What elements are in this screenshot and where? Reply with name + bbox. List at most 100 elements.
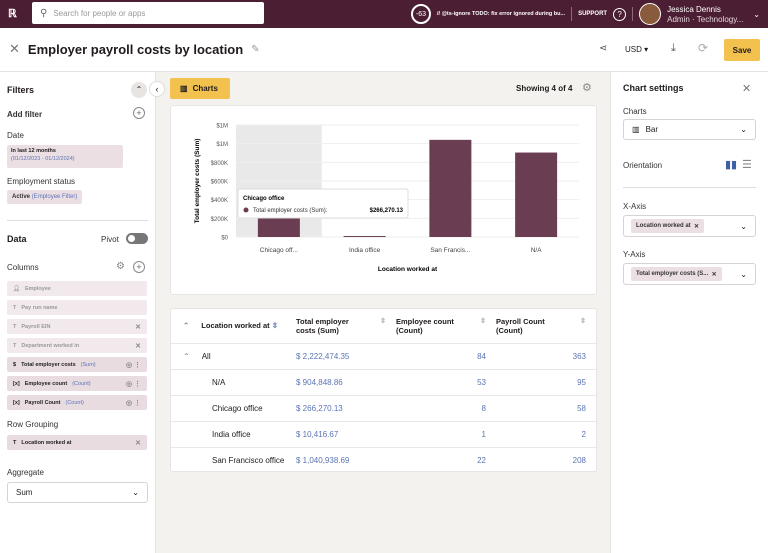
remove-icon[interactable]: ✕: [711, 271, 717, 278]
logo-icon[interactable]: ℝ: [8, 8, 17, 20]
x-tick-label: India office: [349, 247, 381, 254]
close-icon[interactable]: ✕: [742, 83, 752, 95]
payroll-count-cell[interactable]: 95: [496, 369, 596, 396]
eye-icon[interactable]: ◎ ⋮: [125, 399, 141, 407]
table-row[interactable]: N/A $ 904,848.86 53 95: [171, 369, 596, 396]
eye-icon[interactable]: ◎ ⋮: [125, 361, 141, 369]
cost-cell[interactable]: $ 904,848.86: [296, 369, 396, 396]
payroll-count-cell[interactable]: 2: [496, 421, 596, 448]
collapse-icon[interactable]: ⌃: [183, 351, 190, 361]
employee-count-cell[interactable]: 84: [396, 343, 496, 370]
sort-icon[interactable]: ⇳: [480, 317, 486, 325]
employee-count-cell[interactable]: 22: [477, 455, 486, 465]
table-row[interactable]: ⌃ All $ 2,222,474.35 84 363: [171, 343, 596, 370]
sort-icon[interactable]: ⇳: [380, 317, 386, 325]
search-input[interactable]: ⚲ Search for people or apps: [32, 2, 264, 24]
gear-icon[interactable]: ⚙: [116, 261, 125, 272]
vertical-bars-icon[interactable]: ▮▮: [725, 159, 738, 171]
y-tick-label: $1M: [216, 142, 228, 148]
remove-icon[interactable]: ✕: [694, 223, 700, 230]
edit-icon[interactable]: ✎: [251, 43, 260, 55]
column-header[interactable]: Total employer costs (Sum) ⇳: [296, 309, 396, 344]
employee-count-cell[interactable]: 53: [396, 369, 496, 396]
chart-type-select[interactable]: ▥ Bar ⌄: [623, 119, 756, 140]
column-header[interactable]: Employee count (Count) ⇳: [396, 309, 496, 344]
currency-select[interactable]: USD ▾: [625, 45, 649, 54]
avatar[interactable]: [639, 3, 662, 25]
user-info[interactable]: Jessica Dennis Admin · Technology...: [667, 5, 743, 24]
column-item[interactable]: [x] Employee count (Count) ◎ ⋮: [7, 376, 147, 391]
refresh-icon[interactable]: ⟳: [698, 41, 709, 55]
divider: [632, 7, 634, 21]
payroll-count-cell[interactable]: 208: [572, 455, 586, 465]
sort-icon[interactable]: ⇳: [271, 321, 279, 331]
formula-type-icon: [x]: [13, 380, 20, 387]
column-header[interactable]: ⌃ Location worked at ⇳: [171, 309, 296, 344]
column-label: Employee: [24, 285, 51, 292]
column-header[interactable]: Payroll Count (Count) ⇳: [496, 309, 596, 344]
employee-count-cell[interactable]: 1: [396, 421, 496, 448]
collapse-sidebar-button[interactable]: ‹: [149, 81, 165, 97]
x-axis-chip: Location worked at ✕: [631, 219, 705, 233]
remove-icon[interactable]: ✕: [135, 342, 141, 350]
columns-label: Columns: [7, 263, 39, 272]
remove-icon[interactable]: ✕: [135, 439, 141, 447]
add-filter-button[interactable]: +: [133, 107, 145, 119]
save-button[interactable]: Save: [724, 39, 760, 61]
text-type-icon: T: [13, 304, 17, 311]
y-tick-label: $200K: [211, 217, 228, 223]
employee-count-cell[interactable]: 8: [396, 395, 496, 422]
column-label: Employee count: [24, 380, 68, 387]
help-icon[interactable]: ?: [613, 7, 627, 21]
row-grouping-item[interactable]: T Location worked at ✕: [7, 435, 147, 450]
horizontal-bars-icon[interactable]: ☰: [742, 159, 752, 171]
remove-icon[interactable]: ✕: [135, 323, 141, 331]
cost-cell[interactable]: $ 266,270.13: [296, 395, 396, 422]
download-icon[interactable]: ⤓: [671, 42, 676, 54]
tooltip-marker: [243, 207, 249, 213]
support-link[interactable]: SUPPORT: [578, 11, 608, 17]
column-item[interactable]: T Department worked in ✕: [7, 338, 147, 353]
bar[interactable]: [515, 152, 558, 237]
status-filter-chip[interactable]: Active (Employee Filter): [7, 190, 83, 204]
gear-icon[interactable]: ⚙: [582, 82, 592, 94]
y-tick-label: $400K: [211, 198, 228, 204]
add-filter-label: Add filter: [7, 110, 43, 119]
charts-tab[interactable]: ▥ Charts: [170, 78, 230, 99]
table-row[interactable]: India office $ 10,416.67 1 2: [171, 421, 596, 448]
x-axis-select[interactable]: Location worked at ✕ ⌄: [623, 215, 756, 237]
column-item[interactable]: 👤︎ Employee: [7, 281, 147, 296]
collapse-filters-button[interactable]: ⌃: [131, 82, 147, 98]
payroll-count-cell[interactable]: 363: [496, 343, 596, 370]
cost-cell[interactable]: $ 10,416.67: [296, 421, 396, 448]
add-column-button[interactable]: +: [133, 261, 145, 273]
eye-icon[interactable]: ◎ ⋮: [125, 380, 141, 388]
pivot-toggle[interactable]: [126, 233, 148, 244]
chevron-down-icon[interactable]: ⌄: [753, 9, 760, 19]
column-item[interactable]: T Pay run name: [7, 300, 147, 315]
aggregate-value: Sum: [16, 488, 33, 497]
table-row[interactable]: Chicago office $ 266,270.13 8 58: [171, 395, 596, 422]
aggregate-select[interactable]: Sum ⌄: [7, 482, 148, 503]
cost-cell[interactable]: $ 1,040,938.69: [296, 455, 350, 465]
cost-cell[interactable]: $ 2,222,474.35: [296, 343, 396, 370]
table-row[interactable]: San Francisco office $ 1,040,938.69 22 208: [171, 447, 596, 473]
payroll-count-cell[interactable]: 58: [496, 395, 596, 422]
tooltip-series: Total employer costs (Sum):: [253, 208, 328, 214]
column-item[interactable]: T Payroll EIN ✕: [7, 319, 147, 334]
share-icon[interactable]: ⋖: [599, 43, 608, 54]
collapse-all-icon[interactable]: ⌃: [183, 321, 190, 331]
header-label: Location worked at: [201, 321, 270, 331]
bar[interactable]: [343, 236, 386, 238]
bar[interactable]: [429, 139, 472, 237]
status-value: Active: [12, 194, 31, 200]
y-axis-select[interactable]: Total employer costs (S... ✕ ⌄: [623, 263, 756, 285]
column-item[interactable]: $ Total employer costs (Sum) ◎ ⋮: [7, 357, 147, 372]
date-filter-chip[interactable]: In last 12 months (01/12/2023 - 01/12/20…: [7, 145, 123, 168]
sort-icon[interactable]: ⇳: [580, 317, 586, 325]
header-label: Payroll Count (Count): [496, 316, 545, 335]
column-agg: (Count): [65, 399, 84, 406]
close-icon[interactable]: ✕: [9, 41, 20, 56]
count-badge[interactable]: -63: [410, 4, 431, 24]
column-item[interactable]: [x] Payroll Count (Count) ◎ ⋮: [7, 395, 147, 410]
